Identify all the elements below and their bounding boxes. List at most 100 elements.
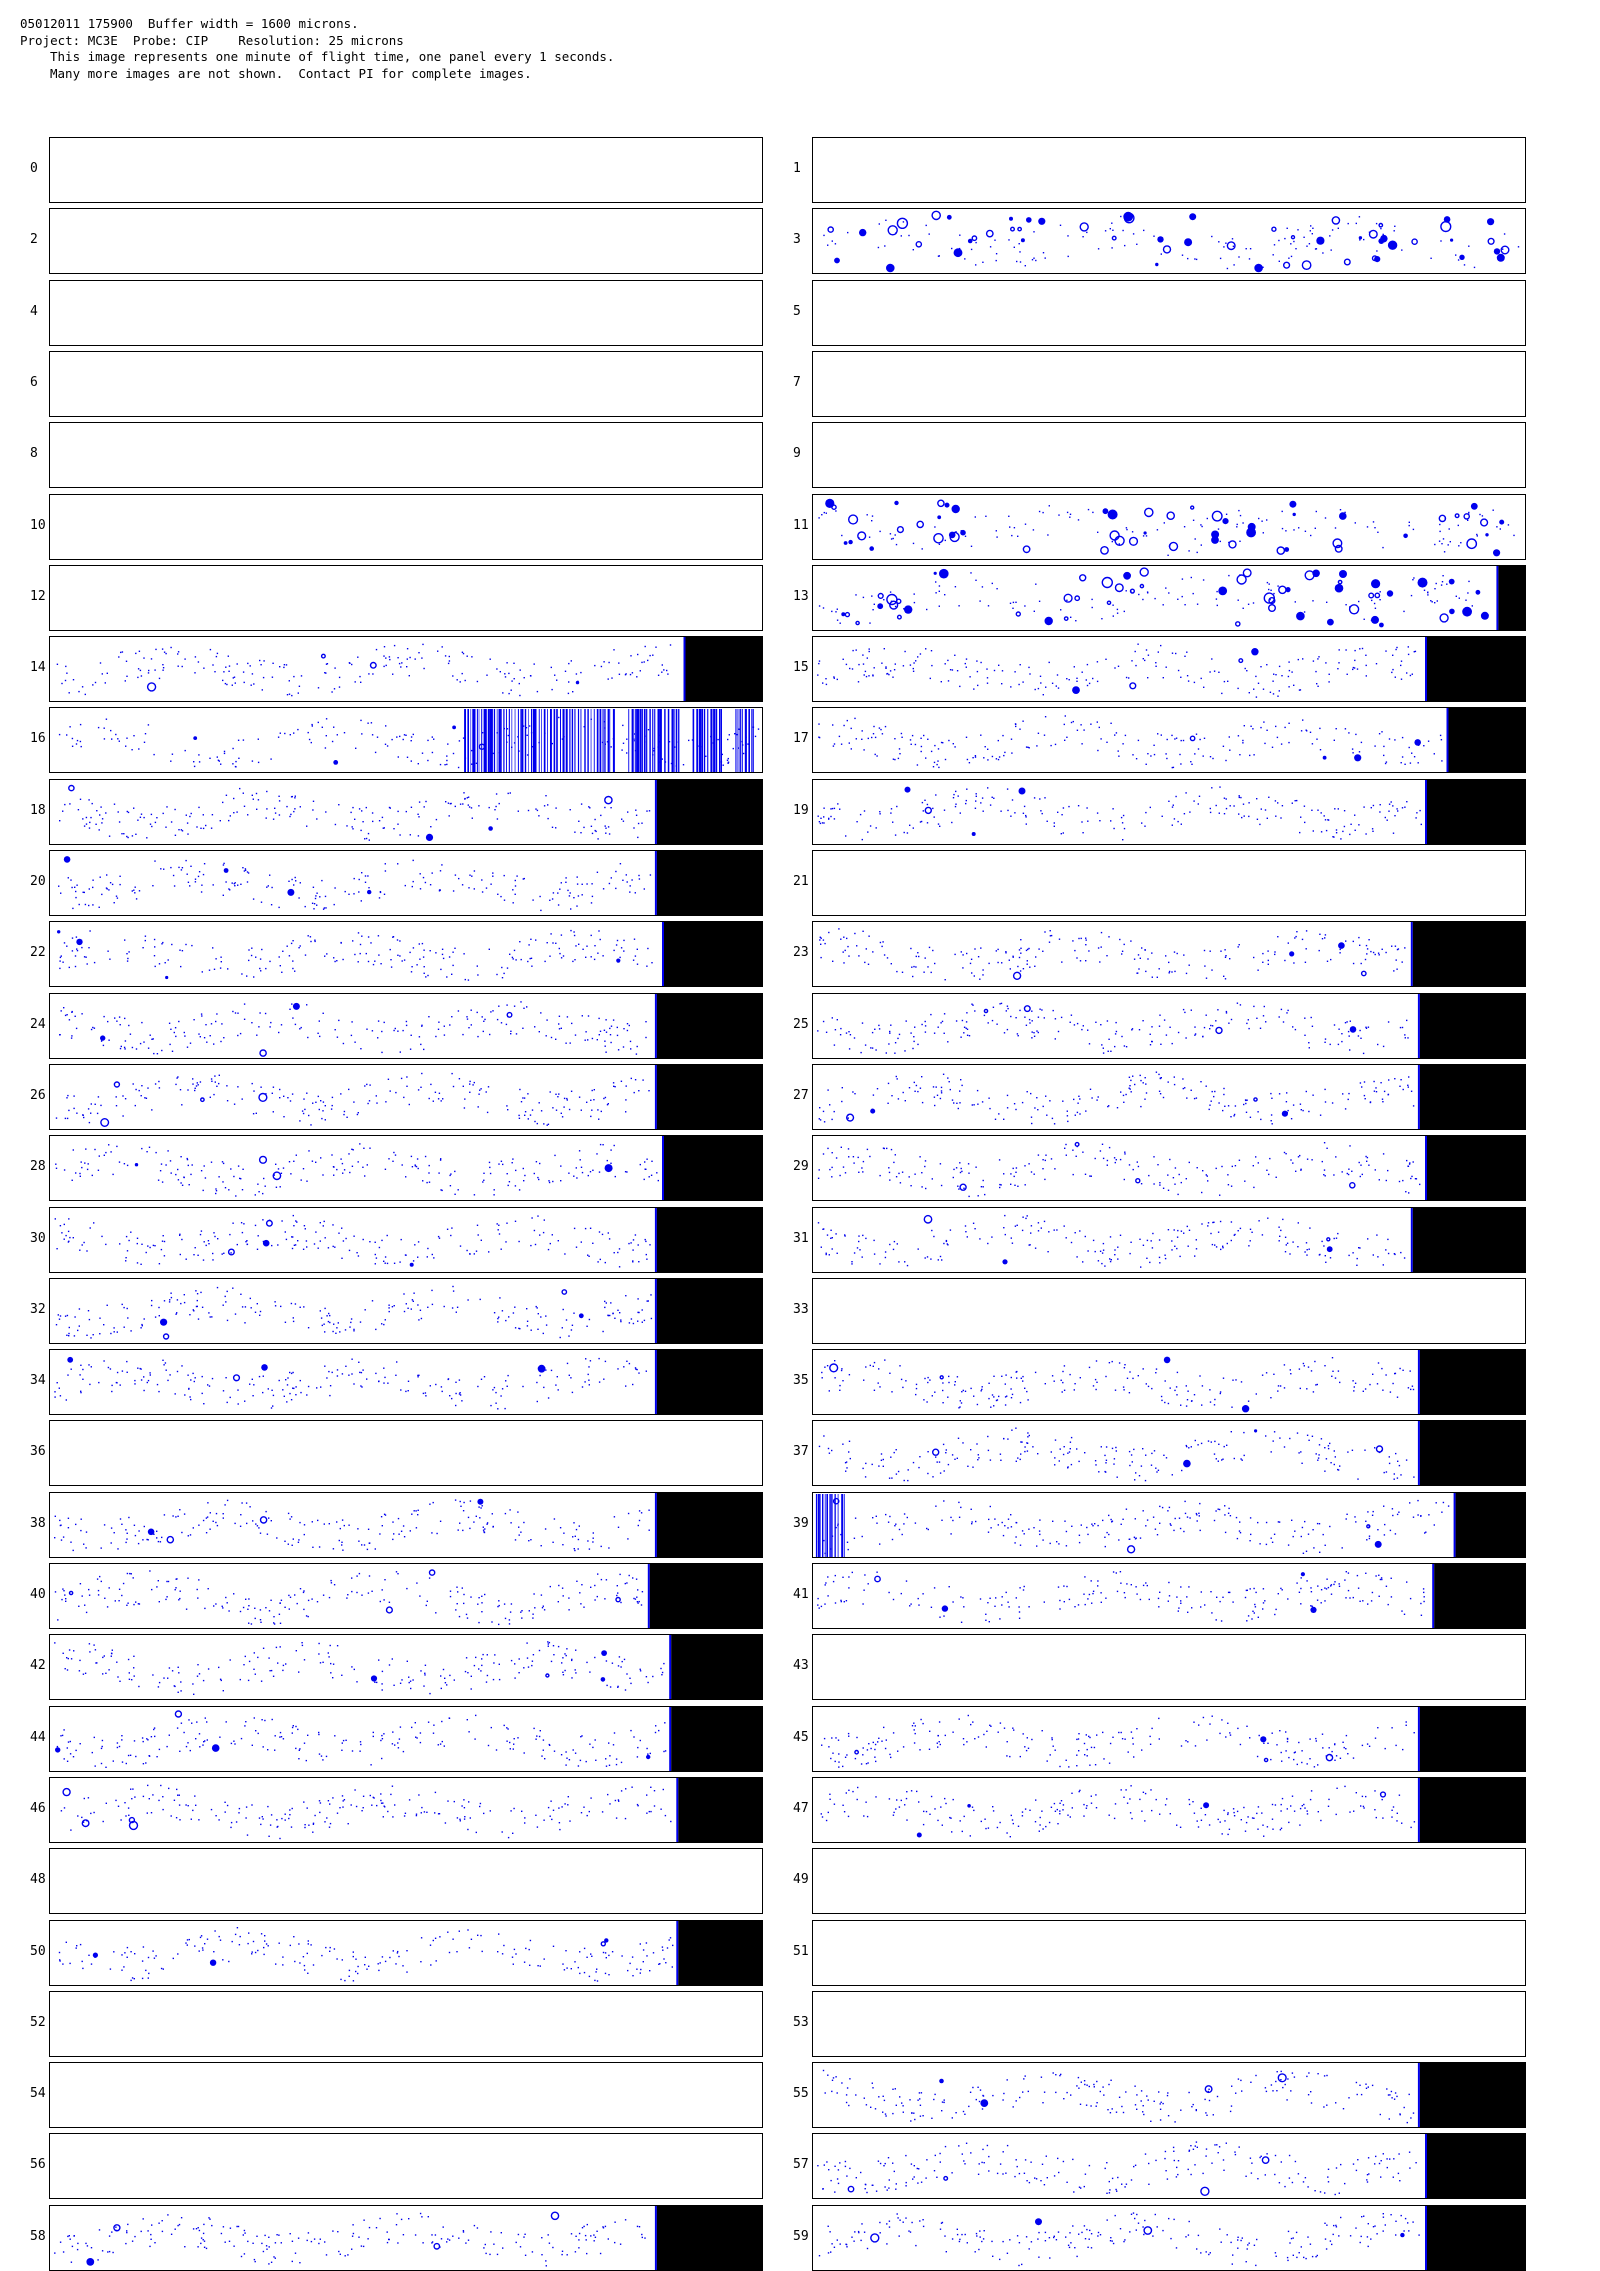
particle-dot bbox=[889, 1032, 890, 1033]
particle-dot bbox=[819, 1118, 820, 1119]
particle-dot bbox=[430, 1084, 431, 1085]
particle-dot bbox=[263, 1178, 264, 1179]
particle-dot bbox=[1047, 1251, 1048, 1252]
particle-dot bbox=[521, 1101, 522, 1102]
particle-dot bbox=[141, 675, 142, 676]
streak-line bbox=[719, 709, 720, 773]
particle-dot bbox=[383, 1260, 384, 1261]
particle-dot bbox=[1295, 800, 1296, 801]
particle-dot bbox=[490, 659, 491, 660]
particle-dot bbox=[430, 950, 431, 951]
particle-dot bbox=[502, 977, 503, 978]
particle-dot bbox=[640, 670, 641, 671]
particle-dot bbox=[917, 952, 918, 953]
particle-dot bbox=[1110, 1236, 1111, 1237]
particle-dot bbox=[822, 822, 823, 823]
particle-dot bbox=[1336, 832, 1337, 833]
particle-dot bbox=[534, 1229, 535, 1230]
particle-dot bbox=[451, 1398, 452, 1399]
particle-dot bbox=[309, 739, 310, 740]
particle-dot bbox=[1022, 1102, 1023, 1103]
particle-dot bbox=[340, 1159, 341, 1160]
particle-dot bbox=[1063, 807, 1064, 808]
particle-dot bbox=[326, 953, 327, 954]
particle-dot bbox=[201, 885, 202, 886]
particle-dot bbox=[570, 930, 571, 931]
streak-line bbox=[497, 709, 498, 773]
particle-dot bbox=[455, 1405, 456, 1406]
particle-dot bbox=[974, 949, 975, 950]
particle-dot bbox=[135, 653, 136, 654]
particle-dot bbox=[365, 875, 366, 876]
particle-dot bbox=[106, 887, 107, 888]
image-panel-22 bbox=[49, 921, 763, 987]
particle-dot bbox=[1277, 936, 1278, 937]
particle-dot bbox=[1223, 976, 1224, 977]
particle-dot bbox=[252, 1395, 253, 1396]
particle-dot bbox=[1232, 1166, 1233, 1167]
particle-dot bbox=[556, 1109, 557, 1110]
particle-dot bbox=[1106, 955, 1107, 956]
particle-dot bbox=[988, 1097, 989, 1098]
particle-dot bbox=[494, 1312, 495, 1313]
particle-dot bbox=[625, 1111, 626, 1112]
particle-dot bbox=[1228, 1022, 1229, 1023]
particle-dot bbox=[403, 739, 404, 740]
particle-dot bbox=[88, 947, 89, 948]
streak-line bbox=[668, 709, 670, 773]
particle-dot bbox=[983, 757, 984, 758]
particle-dot bbox=[85, 957, 86, 958]
particle-dot bbox=[1147, 677, 1148, 678]
particle-dot bbox=[127, 810, 128, 811]
particle-dot bbox=[274, 807, 275, 808]
particle-dot bbox=[1100, 1024, 1101, 1025]
particle-dot bbox=[1441, 739, 1442, 740]
particle-dot bbox=[953, 797, 954, 798]
particle-dot bbox=[1322, 1161, 1323, 1162]
particle-dot bbox=[73, 1237, 74, 1238]
particle-dot bbox=[532, 1109, 533, 1110]
image-panel-34 bbox=[49, 1349, 763, 1415]
particle-dot bbox=[483, 1020, 484, 1021]
particle-dot bbox=[480, 1088, 481, 1089]
particle-dot bbox=[61, 956, 62, 957]
particle-dot bbox=[308, 1150, 309, 1151]
particle-dot bbox=[1306, 246, 1307, 247]
particle-dot bbox=[923, 972, 924, 973]
particle-dot bbox=[600, 1258, 601, 1259]
particle-dot bbox=[325, 748, 326, 749]
particle-dot bbox=[539, 1163, 540, 1164]
particle-dot bbox=[636, 814, 637, 815]
particle-large bbox=[945, 502, 950, 507]
particle-dot bbox=[1316, 683, 1317, 684]
particle-dot bbox=[281, 972, 282, 973]
particle-dot bbox=[656, 1172, 657, 1173]
particle-dot bbox=[1246, 1022, 1247, 1023]
particle-dot bbox=[61, 1010, 62, 1011]
particle-dot bbox=[243, 671, 244, 672]
particle-large bbox=[844, 541, 848, 545]
particle-dot bbox=[269, 1026, 270, 1027]
particle-dot bbox=[1333, 836, 1334, 837]
particle-large bbox=[1157, 236, 1163, 242]
particle-dot bbox=[361, 734, 362, 735]
streak-line bbox=[740, 709, 741, 773]
streak-line bbox=[701, 709, 703, 773]
particle-dot bbox=[136, 898, 137, 899]
particle-dot bbox=[130, 1330, 131, 1331]
particle-dot bbox=[598, 1118, 599, 1119]
particle-dot bbox=[448, 802, 449, 803]
particle-dot bbox=[1124, 1153, 1125, 1154]
particle-dot bbox=[99, 1156, 100, 1157]
particle-dot bbox=[153, 1038, 154, 1039]
particle-dot bbox=[872, 1031, 873, 1032]
image-panel-27 bbox=[812, 1064, 1526, 1130]
particle-dot bbox=[376, 1102, 377, 1103]
particle-dot bbox=[418, 835, 419, 836]
particle-dot bbox=[1199, 795, 1200, 796]
particle-dot bbox=[184, 1302, 185, 1303]
particle-large bbox=[1359, 236, 1362, 239]
particle-dot bbox=[387, 1383, 388, 1384]
particle-dot bbox=[122, 1303, 123, 1304]
particle-dot bbox=[1225, 243, 1226, 244]
